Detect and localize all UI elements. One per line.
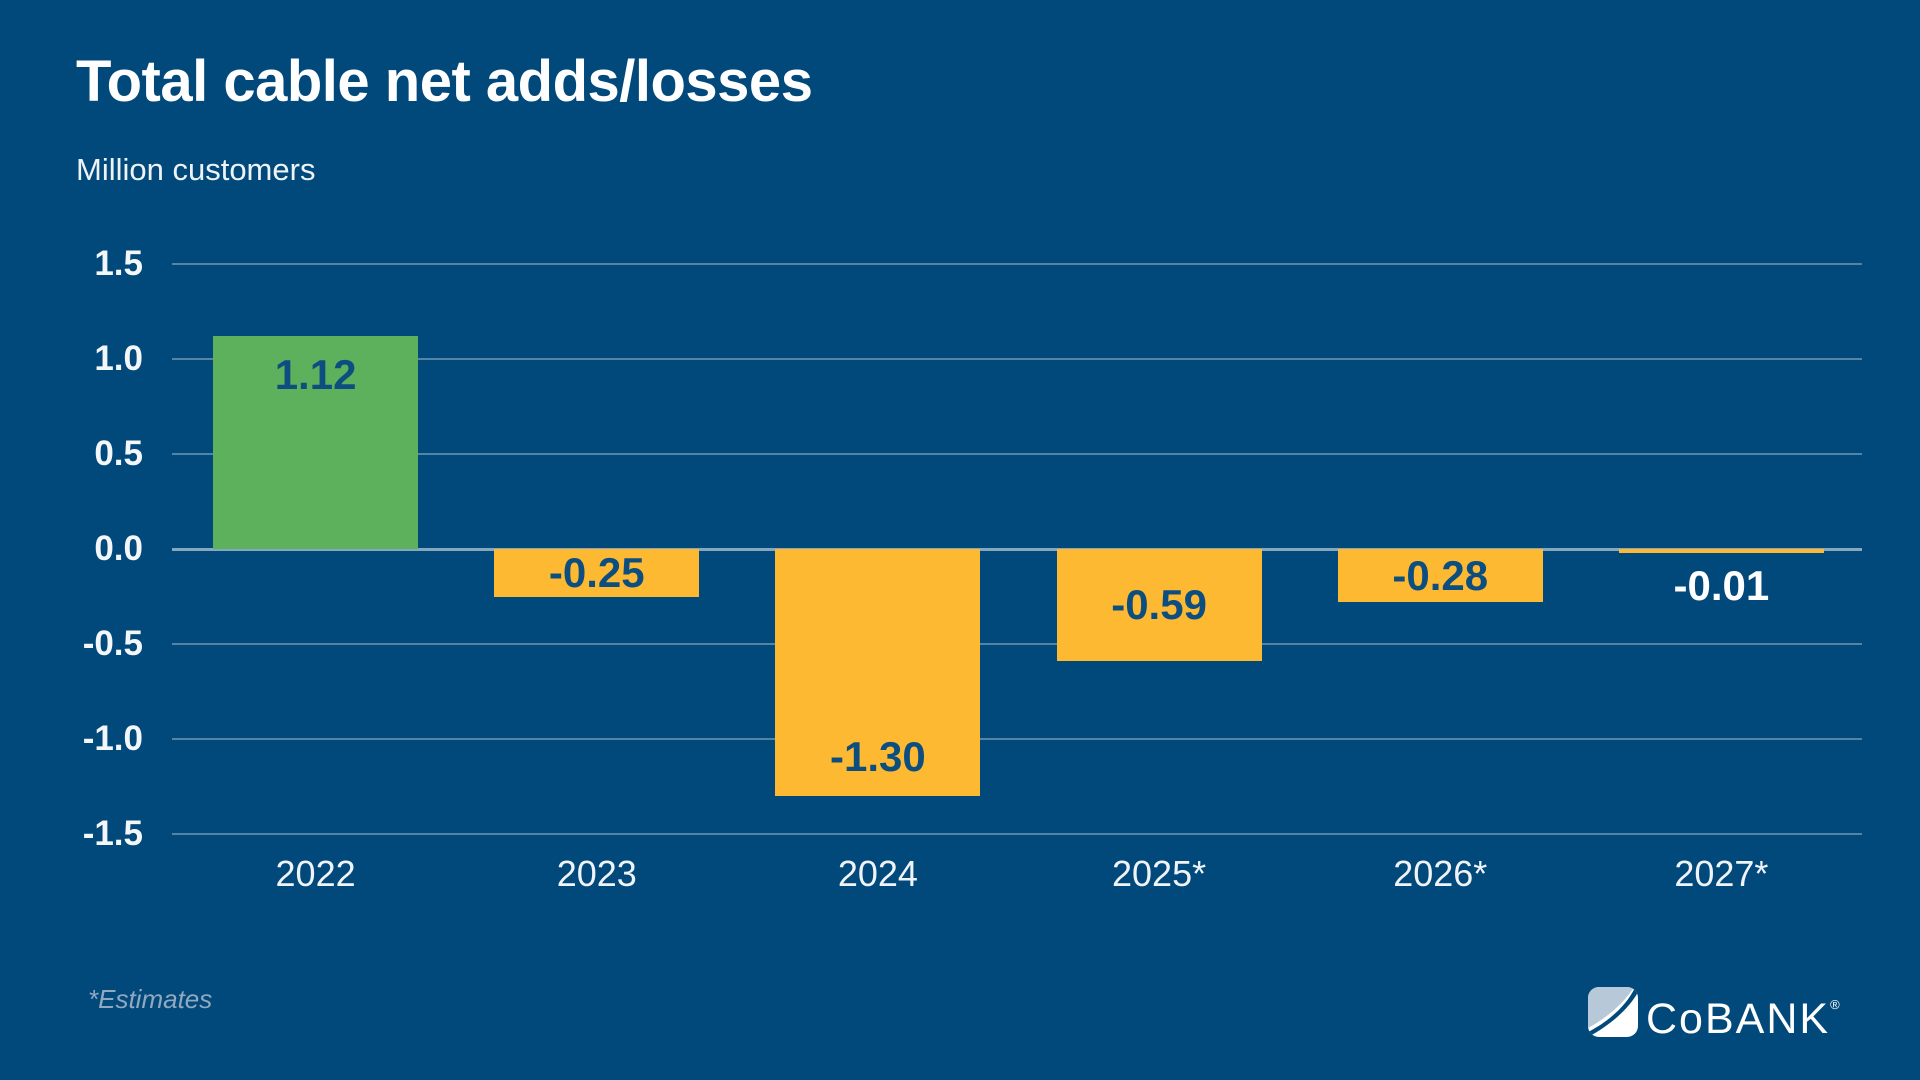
- y-axis-tick-label: -1.5: [82, 814, 143, 853]
- bar-value-label: -0.01: [1673, 562, 1770, 609]
- cobank-wordmark: CoBANK®: [1646, 980, 1840, 1044]
- gridline: [172, 263, 1862, 265]
- y-axis-tick-label: 1.0: [94, 339, 143, 378]
- bar-2026*: [1337, 549, 1543, 603]
- y-axis-units-label: Million customers: [76, 152, 316, 187]
- bar-value-label: -1.30: [830, 733, 926, 780]
- cobank-wordmark-co: Co: [1646, 995, 1705, 1043]
- cobank-logo: CoBANK®: [1588, 980, 1840, 1044]
- x-axis-label: 2022: [275, 853, 356, 894]
- bar-2027*: [1618, 549, 1824, 553]
- bar-2023: [494, 549, 700, 597]
- cobank-wordmark-bank: BANK: [1704, 995, 1831, 1043]
- bar-value-label: -0.25: [548, 548, 645, 596]
- y-axis-tick-label: -0.5: [82, 624, 143, 663]
- y-axis-tick-label: 0.5: [94, 434, 143, 473]
- bar-2024: [775, 549, 981, 796]
- bar-2022: [213, 336, 419, 549]
- estimates-footnote: *Estimates: [88, 984, 213, 1014]
- x-axis-label: 2027*: [1674, 853, 1769, 894]
- x-axis-label: 2024: [837, 853, 918, 894]
- bar-value-label: 1.12: [274, 351, 357, 399]
- y-axis-tick-label: -1.0: [82, 719, 143, 758]
- x-axis-label: 2025*: [1112, 853, 1207, 894]
- bar-value-label: -0.59: [1111, 581, 1207, 629]
- registered-trademark-symbol: ®: [1830, 997, 1840, 1012]
- bar-value-label: -0.28: [1392, 551, 1489, 599]
- gridline: [172, 738, 1862, 740]
- y-axis-tick-label: 0.0: [94, 529, 143, 568]
- gridline: [172, 453, 1862, 455]
- gridline: [172, 643, 1862, 645]
- y-axis-tick-label: 1.5: [94, 244, 143, 283]
- zero-gridline: [172, 547, 1862, 551]
- gridline: [172, 358, 1862, 360]
- cobank-logo-icon: [1588, 987, 1638, 1037]
- gridline: [172, 833, 1862, 835]
- x-axis-label: 2026*: [1393, 853, 1488, 894]
- bar-2025*: [1056, 549, 1262, 662]
- x-axis-label: 2023: [556, 853, 637, 894]
- chart-title: Total cable net adds/losses: [76, 49, 813, 114]
